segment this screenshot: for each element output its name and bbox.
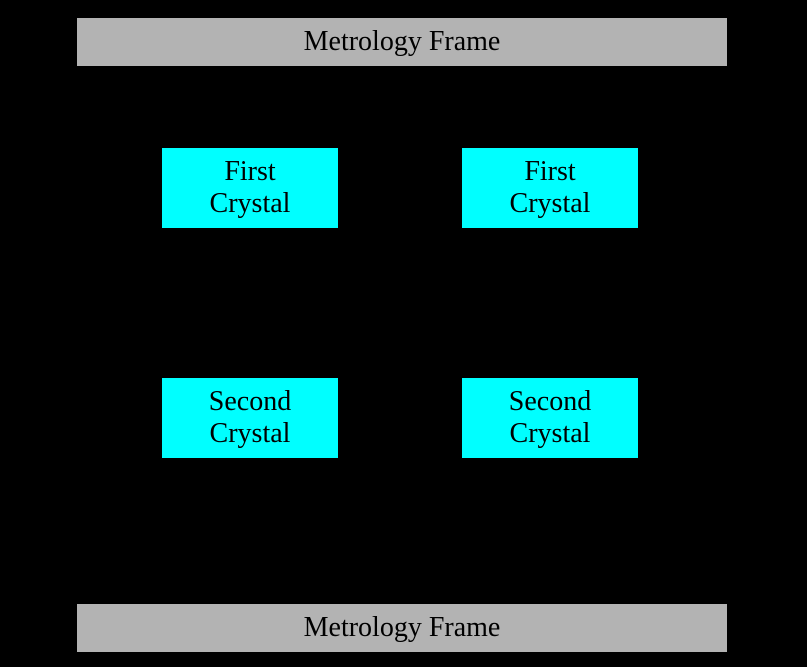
first-crystal-right-line1: First [510, 156, 591, 188]
first-crystal-right: First Crystal [462, 148, 638, 228]
metrology-frame-top: Metrology Frame [77, 18, 727, 66]
metrology-frame-bottom-label: Metrology Frame [304, 612, 501, 644]
first-crystal-left: First Crystal [162, 148, 338, 228]
first-crystal-left-line1: First [210, 156, 291, 188]
second-crystal-right: Second Crystal [462, 378, 638, 458]
metrology-frame-top-label: Metrology Frame [304, 26, 501, 58]
second-crystal-left-line2: Crystal [209, 418, 291, 450]
first-crystal-right-line2: Crystal [510, 188, 591, 220]
second-crystal-right-line2: Crystal [509, 418, 591, 450]
second-crystal-left-line1: Second [209, 386, 291, 418]
first-crystal-left-line2: Crystal [210, 188, 291, 220]
metrology-frame-bottom: Metrology Frame [77, 604, 727, 652]
second-crystal-left: Second Crystal [162, 378, 338, 458]
second-crystal-right-line1: Second [509, 386, 591, 418]
